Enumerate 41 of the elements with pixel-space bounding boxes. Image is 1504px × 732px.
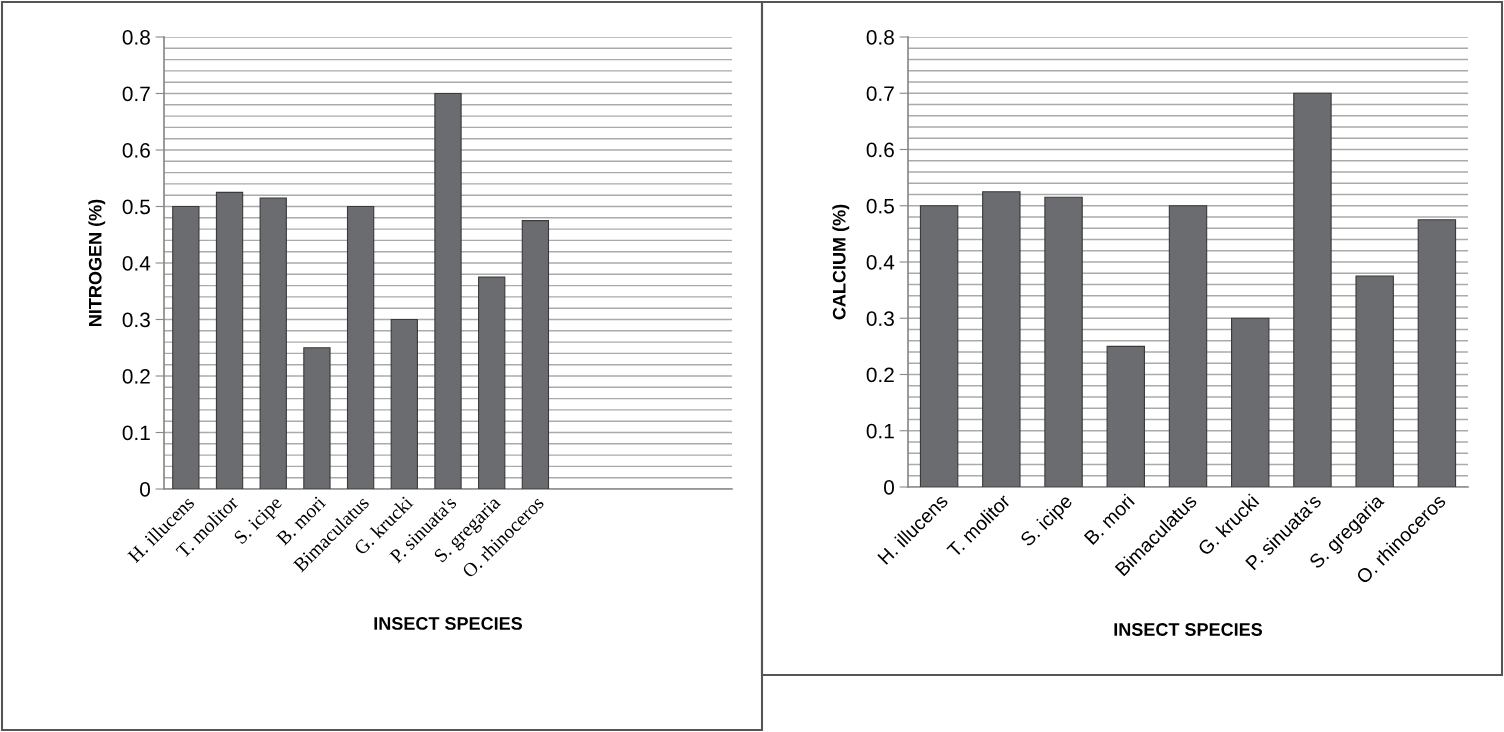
y-tick-label: 0.7 — [122, 86, 150, 102]
bar — [982, 191, 1021, 487]
bar — [1417, 219, 1457, 487]
y-tick-label: 0.8 — [866, 30, 894, 45]
y-tick-label: 0.6 — [122, 143, 150, 158]
bar — [1355, 275, 1394, 487]
bar — [215, 191, 244, 489]
y-tick-label: 0.1 — [122, 425, 150, 441]
y-tick-label: 0.3 — [866, 311, 894, 326]
y-tick-label: 0.3 — [122, 312, 150, 328]
bar — [434, 92, 462, 489]
x-axis-title: INSECT SPECIES — [1114, 623, 1263, 636]
y-tick-label: 0.2 — [122, 369, 150, 384]
y-tick-label: 0.5 — [866, 198, 894, 214]
y-tick-label: 0 — [884, 480, 894, 495]
y-axis-title: NITROGEN (%) — [88, 199, 106, 326]
y-tick-label: 0.1 — [866, 423, 894, 439]
bar — [1044, 196, 1083, 487]
y-tick-label: 0.6 — [866, 142, 894, 158]
bar — [1106, 345, 1145, 487]
bar — [1293, 92, 1332, 487]
bar — [1231, 317, 1270, 487]
bar — [172, 205, 200, 489]
bar — [346, 205, 375, 489]
y-tick-label: 0.5 — [122, 199, 150, 215]
y-tick-label: 0.4 — [122, 256, 151, 271]
bar — [259, 197, 287, 489]
bar — [1168, 205, 1208, 487]
bar — [521, 220, 550, 489]
bar — [390, 318, 418, 489]
bar — [303, 347, 331, 489]
x-axis-title: INSECT SPECIES — [374, 617, 523, 630]
y-tick-label: 0 — [140, 482, 150, 497]
y-tick-label: 0.2 — [866, 367, 894, 383]
x-tick-label: S. icipe — [1019, 493, 1076, 550]
y-tick-label: 0.4 — [866, 255, 895, 270]
bar — [478, 276, 506, 489]
y-axis-title: CALCIUM (%) — [832, 204, 850, 320]
y-tick-label: 0.8 — [122, 30, 150, 45]
y-tick-label: 0.7 — [866, 86, 894, 101]
bar — [919, 205, 959, 487]
